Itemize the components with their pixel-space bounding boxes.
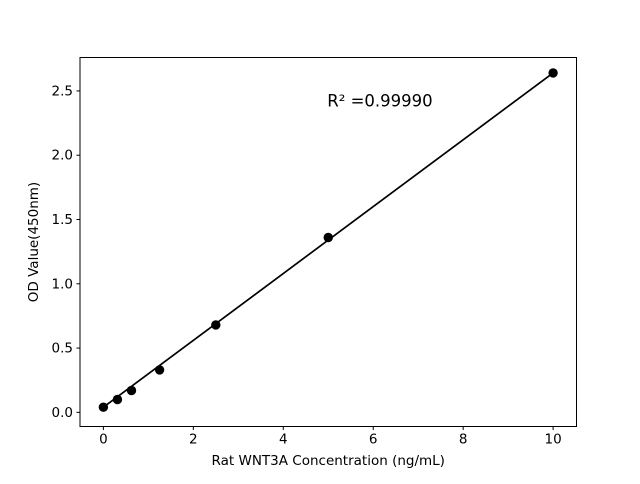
plot-frame bbox=[79, 57, 577, 427]
data-point bbox=[211, 320, 221, 330]
x-tick-label: 0 bbox=[99, 432, 108, 448]
fit-line-and-points bbox=[98, 68, 558, 412]
x-tick-label: 2 bbox=[189, 432, 198, 448]
y-axis-title: OD Value(450nm) bbox=[26, 182, 42, 302]
y-tick-label: 2.0 bbox=[52, 148, 73, 164]
data-point bbox=[154, 365, 165, 375]
x-tick-label: 6 bbox=[369, 432, 378, 448]
data-point bbox=[98, 402, 109, 412]
r-squared-annotation: R² =0.99990 bbox=[327, 92, 432, 111]
y-tick-label: 1.0 bbox=[52, 276, 73, 292]
x-tick-label: 10 bbox=[545, 432, 562, 448]
x-tick-label: 8 bbox=[459, 432, 468, 448]
y-tick-label: 2.5 bbox=[52, 83, 73, 99]
y-tick-label: 1.5 bbox=[52, 212, 73, 228]
plot-border bbox=[79, 57, 577, 427]
y-axis-ticks: 0.0 0.5 1.0 1.5 2.0 2.5 bbox=[52, 83, 80, 421]
x-tick-label: 4 bbox=[279, 432, 288, 448]
data-point bbox=[548, 68, 558, 78]
x-axis-title: Rat WNT3A Concentration (ng/mL) bbox=[212, 453, 445, 469]
data-point bbox=[112, 394, 123, 405]
data-point bbox=[126, 385, 137, 396]
data-point bbox=[323, 232, 333, 243]
x-axis-ticks: 0 2 4 6 8 10 bbox=[99, 426, 562, 448]
y-tick-label: 0.5 bbox=[52, 341, 73, 357]
y-tick-label: 0.0 bbox=[52, 405, 73, 421]
